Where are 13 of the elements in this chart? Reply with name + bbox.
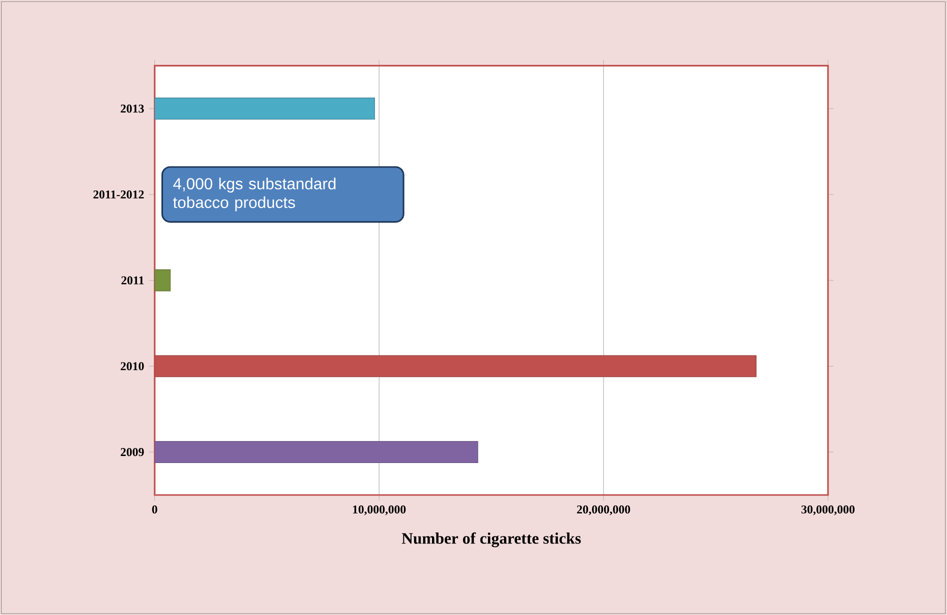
- x-axis-title: Number of cigarette sticks: [402, 532, 581, 548]
- x-tick-label: 30,000,000: [801, 505, 855, 516]
- bar: [154, 269, 171, 292]
- x-tick-label: 20,000,000: [577, 505, 630, 516]
- y-tick-label: 2009: [120, 448, 144, 456]
- y-tick-label: 2013: [120, 104, 144, 113]
- x-tick-label: 10,000,000: [353, 505, 406, 516]
- y-tick-label: 2011-2012: [93, 190, 144, 199]
- x-tick-label: 0: [152, 505, 158, 514]
- y-tick-label: 2010: [120, 362, 144, 370]
- y-tick-label: 2011: [121, 276, 144, 284]
- bar: [154, 441, 478, 464]
- annotation: 4,000 kgs substandard tobacco products: [173, 178, 336, 212]
